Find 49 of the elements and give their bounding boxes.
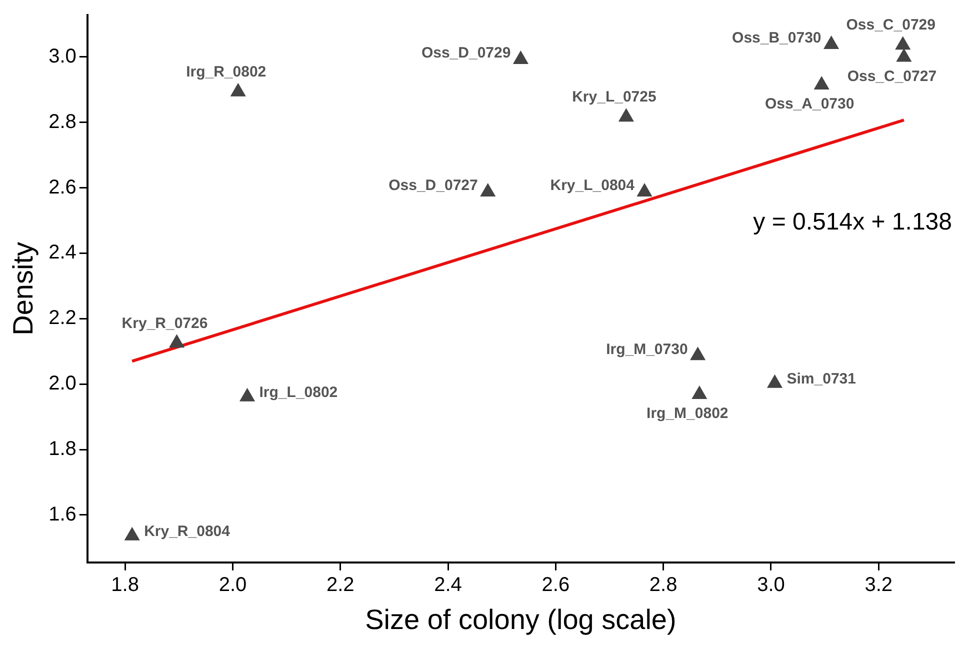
- point: [240, 388, 255, 402]
- x-tick-label: 2.0: [218, 574, 247, 596]
- annotation: Sim_0731: [786, 370, 856, 388]
- point: [824, 36, 839, 49]
- annotation: Kry_L_0725: [572, 88, 656, 106]
- annotation: Oss_C_0729: [846, 16, 936, 34]
- x-axis-title: Size of colony (log scale): [365, 604, 676, 635]
- annotation: Oss_C_0727: [847, 68, 937, 85]
- point: [637, 184, 652, 197]
- y-tick-label: 2.4: [48, 242, 76, 264]
- annotation: Oss_A_0730: [764, 96, 854, 113]
- point: [690, 347, 706, 360]
- point: [618, 108, 634, 122]
- y-tick-label: 2.6: [48, 176, 76, 198]
- y-tick-label: 2.0: [48, 372, 76, 395]
- x-tick-label: 3.2: [864, 574, 893, 596]
- point: [124, 527, 140, 540]
- point: [814, 76, 830, 90]
- y-axis-title: Density: [8, 242, 39, 336]
- point: [230, 83, 246, 96]
- x-tick-label: 2.8: [649, 574, 678, 596]
- point: [767, 374, 782, 388]
- y-tick-label: 2.2: [48, 307, 76, 330]
- annotation: Oss_B_0730: [732, 30, 822, 47]
- y-tick-label: 1.8: [48, 438, 76, 460]
- annotation: Oss_D_0729: [421, 44, 511, 62]
- point: [513, 51, 528, 64]
- annotation: Kry_L_0804: [550, 177, 636, 194]
- annotation: Irg_L_0802: [259, 384, 338, 401]
- point: [895, 36, 910, 50]
- annotation: Kry_R_0804: [144, 523, 231, 540]
- annotation: Irg_M_0730: [606, 340, 688, 358]
- y-tick-label: 1.6: [48, 503, 76, 526]
- annotation: Kry_R_0726: [122, 314, 208, 332]
- annotation: y = 0.514x + 1.138: [753, 208, 952, 236]
- x-tick-label: 2.6: [542, 574, 570, 596]
- annotation: Irg_R_0802: [186, 64, 266, 81]
- point: [896, 48, 912, 62]
- point: [480, 184, 496, 197]
- x-tick-label: 2.4: [434, 574, 462, 596]
- x-tick-label: 2.2: [326, 574, 354, 596]
- x-tick-label: 1.8: [111, 574, 139, 596]
- annotation: Oss_D_0727: [388, 177, 478, 194]
- annotation: Irg_M_0802: [646, 405, 728, 422]
- y-tick-label: 2.8: [48, 110, 76, 133]
- y-tick-label: 3.0: [48, 45, 76, 68]
- point: [169, 334, 184, 348]
- x-tick-label: 3.0: [757, 574, 785, 596]
- point: [692, 386, 707, 400]
